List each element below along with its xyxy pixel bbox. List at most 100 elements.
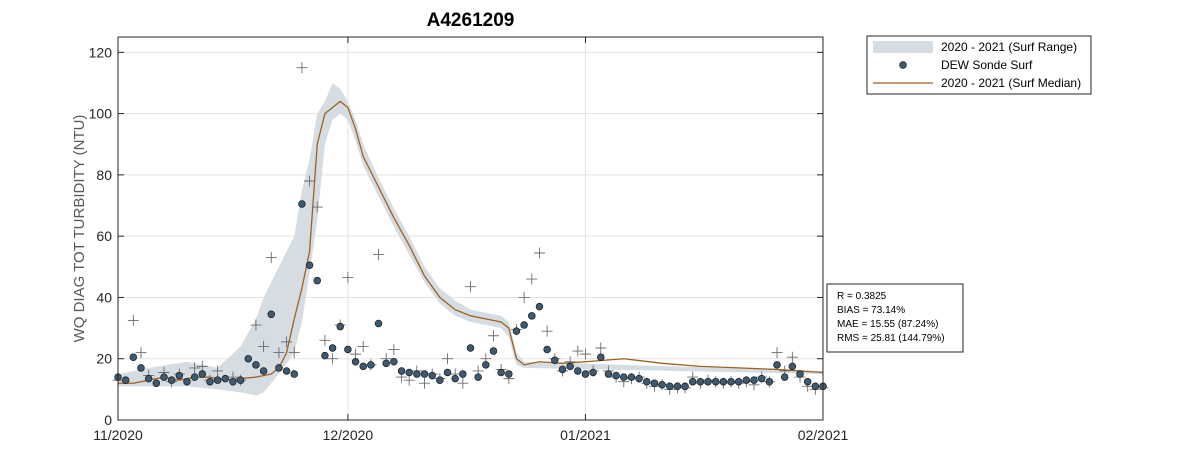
cross-point xyxy=(350,348,362,360)
legend: 2020 - 2021 (Surf Range) DEW Sonde Surf 20… xyxy=(866,35,1092,95)
cross-point xyxy=(273,347,285,359)
y-tick-label: 80 xyxy=(96,167,112,183)
sonde-point xyxy=(765,377,774,386)
cross-point xyxy=(572,345,584,357)
sonde-point xyxy=(620,373,628,381)
sonde-point xyxy=(374,319,383,328)
sonde-point xyxy=(711,377,720,386)
sonde-point xyxy=(796,370,804,378)
sonde-point xyxy=(236,376,245,384)
sonde-point xyxy=(137,364,145,372)
sonde-point xyxy=(673,382,682,391)
axes: 0 20 40 60 80 100 120 11/2020 12/2020 01/2021 02/2… xyxy=(89,37,849,443)
cross-point xyxy=(442,353,454,365)
sonde-point xyxy=(167,376,176,384)
sonde-point xyxy=(474,373,482,381)
sonde-point xyxy=(574,367,582,375)
cross-point xyxy=(288,347,300,359)
cross-point xyxy=(388,344,400,356)
sonde-point xyxy=(298,200,306,208)
sonde-point xyxy=(420,370,429,378)
legend-band-swatch xyxy=(873,41,933,53)
sonde-point xyxy=(405,368,413,377)
cross-point xyxy=(196,360,208,372)
cross-point xyxy=(189,362,201,374)
sonde-point xyxy=(520,321,528,329)
sonde-point xyxy=(213,376,222,384)
sonde-point xyxy=(734,377,743,386)
cross-point xyxy=(357,340,369,352)
sonde-point xyxy=(696,377,705,386)
sonde-point xyxy=(344,345,352,354)
y-tick-label: 120 xyxy=(89,44,113,60)
sonde-point xyxy=(466,344,475,352)
stats-line: R = 0.3825 xyxy=(837,291,887,302)
sonde-markers-layer xyxy=(114,200,827,391)
sonde-point xyxy=(221,374,230,383)
y-tick-label: 60 xyxy=(96,228,112,244)
sonde-point xyxy=(489,347,498,355)
sonde-point xyxy=(244,354,253,363)
sonde-point xyxy=(275,364,283,372)
legend-label: DEW Sonde Surf xyxy=(941,58,1033,72)
sonde-point xyxy=(788,362,797,371)
sonde-point xyxy=(144,374,153,383)
cross-point xyxy=(342,272,354,284)
sonde-point xyxy=(451,374,459,383)
cross-point xyxy=(212,365,224,377)
sonde-point xyxy=(305,261,314,270)
sonde-point xyxy=(321,351,329,360)
sonde-point xyxy=(665,382,674,391)
sonde-point xyxy=(704,377,712,386)
sonde-point xyxy=(558,365,567,374)
cross-point xyxy=(258,340,270,352)
sonde-point xyxy=(482,361,490,369)
y-tick-label: 100 xyxy=(89,106,113,122)
legend-label: 2020 - 2021 (Surf Median) xyxy=(941,76,1081,90)
cross-point xyxy=(281,336,293,348)
sonde-point xyxy=(282,367,291,375)
sonde-point xyxy=(528,312,536,320)
cross-point xyxy=(541,325,553,337)
sonde-point xyxy=(642,377,651,386)
sonde-point xyxy=(382,359,390,368)
sonde-point xyxy=(459,370,467,378)
legend-label: 2020 - 2021 (Surf Range) xyxy=(941,40,1077,54)
stats-box: R = 0.3825 BIAS = 73.14% MAE = 15.55 (87.2… xyxy=(826,283,964,353)
sonde-point xyxy=(436,376,444,384)
cross-point xyxy=(465,281,476,293)
sonde-point xyxy=(727,377,735,386)
sonde-point xyxy=(190,373,199,381)
sonde-point xyxy=(259,367,268,375)
sonde-point xyxy=(543,345,551,354)
sonde-point xyxy=(328,344,337,352)
sonde-point xyxy=(267,310,276,319)
legend-marker-swatch xyxy=(899,61,907,69)
cross-point xyxy=(127,314,139,326)
sonde-point xyxy=(780,373,789,381)
sonde-point xyxy=(252,361,260,369)
sonde-point xyxy=(413,370,421,378)
x-tick-label: 02/2021 xyxy=(798,427,849,443)
y-tick-label: 20 xyxy=(96,351,112,367)
cross-point xyxy=(487,330,499,342)
cross-point xyxy=(403,374,415,386)
sonde-point xyxy=(313,276,321,285)
sonde-point xyxy=(397,367,406,375)
cross-point xyxy=(319,334,331,346)
x-tick-label: 12/2020 xyxy=(323,427,374,443)
sonde-point xyxy=(635,374,643,383)
stats-frame xyxy=(826,283,964,353)
cross-point xyxy=(771,347,783,359)
sonde-point xyxy=(505,370,513,378)
cross-point xyxy=(311,201,323,213)
cross-point xyxy=(533,247,545,259)
sonde-point xyxy=(497,368,505,377)
sonde-point xyxy=(229,377,237,386)
sonde-point xyxy=(750,376,758,384)
sonde-point xyxy=(443,368,452,377)
chart-title: A4261209 xyxy=(427,10,515,31)
sonde-point xyxy=(803,377,812,386)
x-tick-label: 11/2020 xyxy=(93,427,143,443)
